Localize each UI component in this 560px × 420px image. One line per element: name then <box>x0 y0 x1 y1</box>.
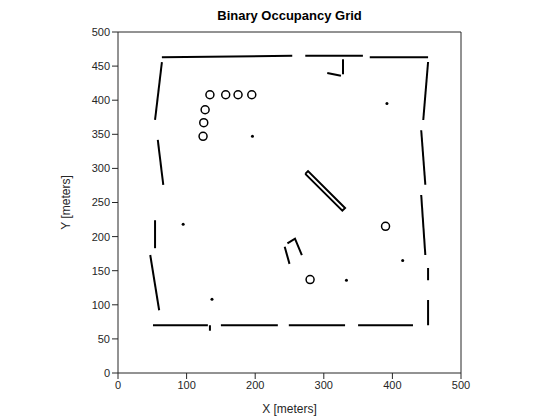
svg-text:200: 200 <box>246 379 264 391</box>
svg-text:250: 250 <box>92 196 110 208</box>
svg-text:X [meters]: X [meters] <box>262 402 317 416</box>
svg-text:0: 0 <box>104 367 110 379</box>
svg-text:100: 100 <box>92 299 110 311</box>
svg-text:100: 100 <box>177 379 195 391</box>
svg-text:200: 200 <box>92 231 110 243</box>
svg-text:300: 300 <box>92 162 110 174</box>
svg-text:50: 50 <box>98 333 110 345</box>
svg-text:350: 350 <box>92 128 110 140</box>
svg-text:300: 300 <box>315 379 333 391</box>
svg-text:150: 150 <box>92 265 110 277</box>
svg-text:0: 0 <box>115 379 121 391</box>
svg-text:400: 400 <box>92 94 110 106</box>
html-text:Binary Occupancy Grid: Binary Occupancy Grid <box>217 8 362 23</box>
svg-text:Y [meters]: Y [meters] <box>59 175 73 229</box>
svg-text:450: 450 <box>92 60 110 72</box>
svg-text:500: 500 <box>452 379 470 391</box>
svg-text:400: 400 <box>383 379 401 391</box>
svg-text:500: 500 <box>92 26 110 38</box>
